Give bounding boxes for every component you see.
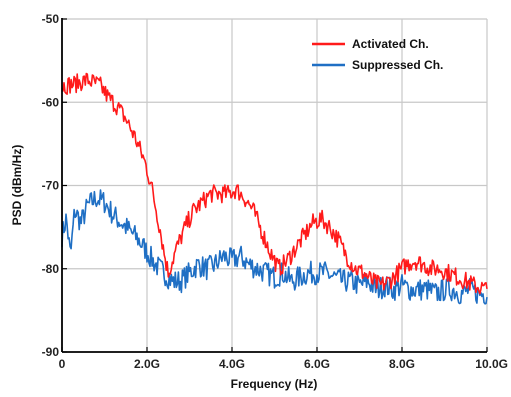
- series-line-activated: [61, 72, 488, 295]
- x-tick-label: 8.0G: [389, 357, 415, 371]
- x-tick-label: 0: [59, 357, 66, 371]
- series-line-suppressed: [61, 189, 488, 305]
- tick-labels: 0 2.0G 4.0G 6.0G 8.0G 10.0G -90 -80 -70 -60 -50: [42, 12, 508, 371]
- x-tick-label: 6.0G: [304, 357, 330, 371]
- legend: Activated Ch. Suppressed Ch.: [312, 37, 443, 72]
- x-tick-label: 4.0G: [219, 357, 245, 371]
- x-tick-label: 10.0G: [475, 357, 508, 371]
- legend-label-suppressed: Suppressed Ch.: [352, 58, 443, 72]
- y-tick-label: -80: [42, 262, 60, 276]
- x-tick-label: 2.0G: [134, 357, 160, 371]
- series-layer: [61, 72, 488, 305]
- x-axis-label: Frequency (Hz): [231, 377, 318, 391]
- axis-layer: [61, 18, 488, 353]
- y-tick-label: -90: [42, 345, 60, 359]
- y-tick-label: -60: [42, 95, 60, 109]
- grid-layer: [62, 18, 488, 352]
- y-tick-label: -50: [42, 12, 60, 26]
- y-tick-label: -70: [42, 179, 60, 193]
- legend-label-activated: Activated Ch.: [352, 37, 429, 51]
- y-axis-label: PSD (dBm/Hz): [10, 145, 24, 226]
